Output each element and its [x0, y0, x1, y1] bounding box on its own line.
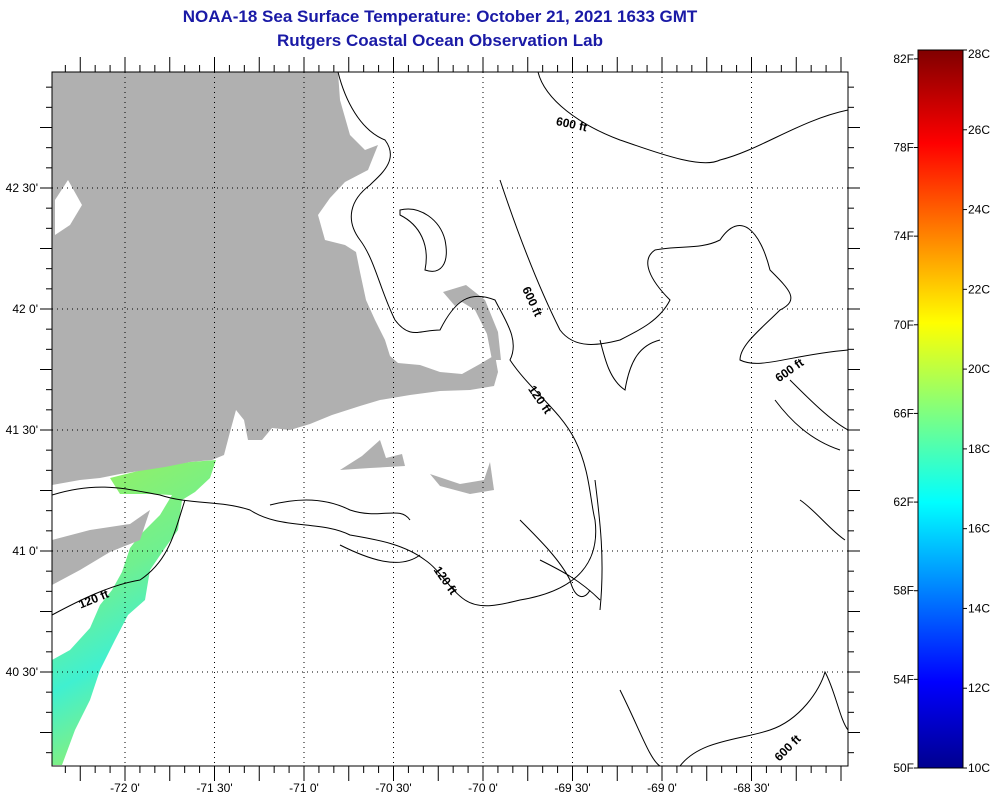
lat-label: 41 0'	[12, 544, 38, 558]
lat-label: 40 30'	[6, 665, 38, 679]
colorbar-f-label: 54F	[893, 672, 914, 686]
lon-label: -68 30'	[733, 781, 769, 795]
colorbar-c-label: 26C	[968, 123, 990, 137]
nantucket-land	[430, 462, 494, 494]
contour-label-120ft: 120 ft	[525, 383, 554, 417]
cape-cod-arm	[443, 285, 501, 360]
long-island-land	[52, 510, 150, 585]
lon-label: -69 30'	[554, 781, 590, 795]
colorbar-f-label: 58F	[893, 584, 914, 598]
colorbar-c-label: 20C	[968, 362, 990, 376]
inland-lake	[55, 180, 82, 235]
colorbar-ticks	[914, 49, 967, 769]
latitude-labels: 42 30' 42 0' 41 30' 41 0' 40 30'	[6, 181, 38, 679]
colorbar-c-label: 12C	[968, 681, 990, 695]
map-frame	[51, 71, 849, 767]
contour-label-120ft: 120 ft	[431, 564, 460, 598]
colorbar-c-label: 24C	[968, 203, 990, 217]
lat-label: 42 30'	[6, 181, 38, 195]
contour-label-600ft: 600 ft	[772, 732, 804, 764]
map-title: NOAA-18 Sea Surface Temperature: October…	[182, 7, 698, 26]
mainland-land	[52, 72, 498, 485]
colorbar-c-label: 18C	[968, 442, 990, 456]
longitude-labels: -72 0' -71 30' -71 0' -70 30' -70 0' -69…	[110, 781, 769, 795]
colorbar-f-label: 66F	[893, 406, 914, 420]
colorbar	[917, 49, 964, 769]
colorbar-f-label: 62F	[893, 495, 914, 509]
contour-label-600ft: 600 ft	[555, 114, 589, 134]
contour-label-600ft: 600 ft	[773, 355, 807, 384]
colorbar-f-label: 82F	[893, 52, 914, 66]
lat-label: 42 0'	[12, 302, 38, 316]
axis-ticks	[40, 57, 860, 781]
bathymetry-contours	[52, 72, 848, 766]
colorbar-f-label: 50F	[893, 761, 914, 775]
colorbar-c-label: 10C	[968, 761, 990, 775]
map-subtitle: Rutgers Coastal Ocean Observation Lab	[277, 31, 603, 50]
marthas-vineyard-land	[340, 440, 405, 470]
colorbar-f-label: 70F	[893, 318, 914, 332]
colorbar-fahrenheit-labels: 82F 78F 74F 70F 66F 62F 58F 54F 50F	[893, 52, 914, 775]
colorbar-celsius-labels: 28C 26C 24C 22C 20C 18C 16C 14C 12C 10C	[968, 47, 990, 775]
lon-label: -71 30'	[196, 781, 232, 795]
colorbar-c-label: 16C	[968, 522, 990, 536]
lon-label: -70 0'	[468, 781, 498, 795]
lon-label: -71 0'	[289, 781, 319, 795]
colorbar-f-label: 74F	[893, 229, 914, 243]
lon-label: -69 0'	[647, 781, 677, 795]
graticule	[52, 72, 848, 766]
colorbar-f-label: 78F	[893, 141, 914, 155]
lon-label: -72 0'	[110, 781, 140, 795]
colorbar-c-label: 22C	[968, 282, 990, 296]
lat-label: 41 30'	[6, 423, 38, 437]
sst-data-strip	[52, 460, 216, 765]
colorbar-c-label: 28C	[968, 47, 990, 61]
colorbar-c-label: 14C	[968, 601, 990, 615]
lon-label: -70 30'	[375, 781, 411, 795]
